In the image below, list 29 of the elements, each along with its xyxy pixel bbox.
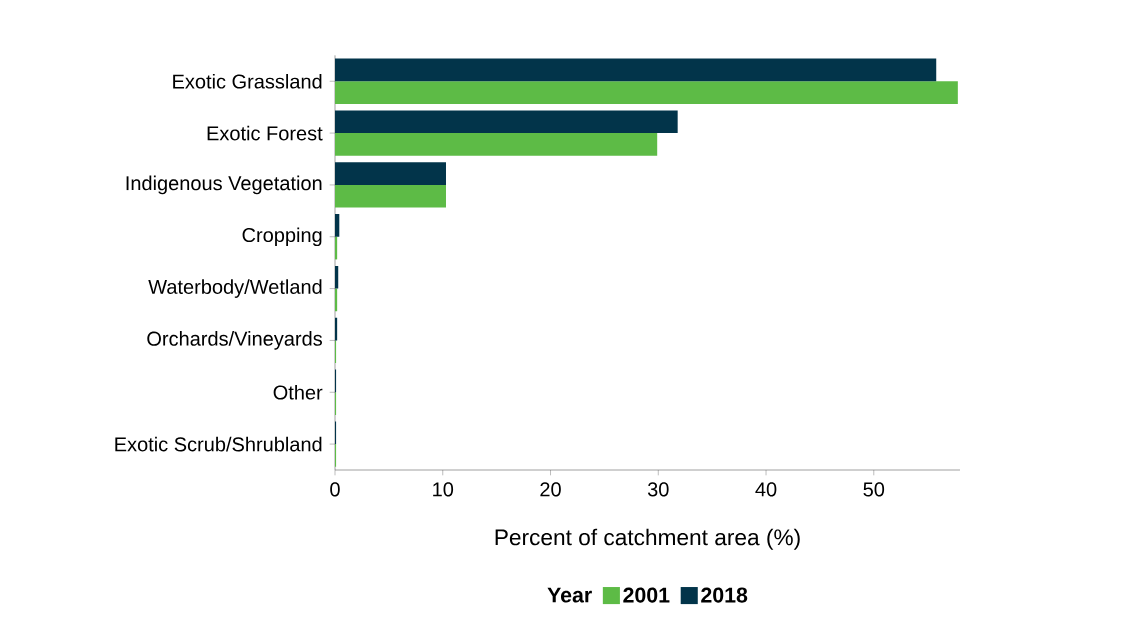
x-tick-label: 30 xyxy=(647,482,669,497)
bar xyxy=(335,110,678,134)
bar xyxy=(335,162,446,185)
bar xyxy=(335,184,446,208)
x-axis-title: Percent of catchment area (%) xyxy=(495,528,800,550)
x-tick-label: 10 xyxy=(433,482,454,497)
legend-label: 2001 xyxy=(623,587,670,603)
y-tick-label: Exotic Forest xyxy=(207,125,323,141)
y-tick-label: Indigenous Vegetation xyxy=(126,175,322,195)
bar xyxy=(335,81,958,104)
bar xyxy=(335,214,340,237)
y-tick-label: Exotic Grassland xyxy=(173,73,322,89)
x-tick-label: 0 xyxy=(330,482,340,497)
x-tick-label: 20 xyxy=(540,482,561,497)
x-tick-label: 40 xyxy=(755,482,777,497)
y-tick-label: Other xyxy=(273,384,323,400)
bar xyxy=(335,58,937,82)
bar xyxy=(335,317,338,341)
bar xyxy=(335,236,338,260)
y-tick-label: Exotic Scrub/Shrubland xyxy=(115,436,322,452)
bar xyxy=(335,288,338,312)
y-tick-label: Cropping xyxy=(242,227,322,247)
bar xyxy=(335,133,658,156)
bar xyxy=(335,265,339,289)
legend-title: Year xyxy=(547,587,592,603)
legend-label: 2018 xyxy=(701,587,748,603)
x-tick-label: 50 xyxy=(863,482,885,497)
y-tick-label: Waterbody/Wetland xyxy=(148,279,322,298)
y-tick-label: Orchards/Vineyards xyxy=(147,331,322,350)
